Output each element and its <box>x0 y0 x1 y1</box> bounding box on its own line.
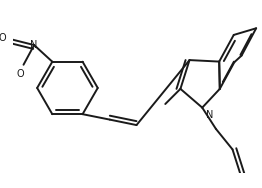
Text: O: O <box>0 33 7 43</box>
Text: N: N <box>206 110 213 120</box>
Text: N: N <box>30 40 38 50</box>
Text: O: O <box>17 69 24 79</box>
